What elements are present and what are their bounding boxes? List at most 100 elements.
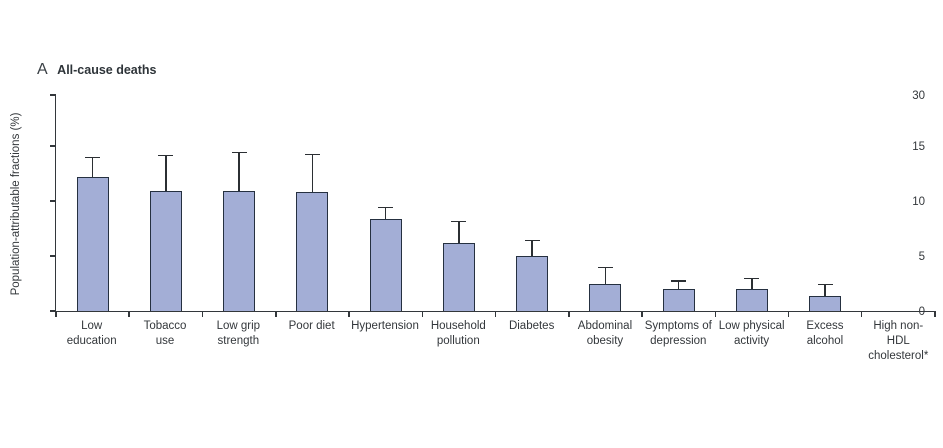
y-tick-mark — [49, 310, 56, 312]
error-bar-cap — [671, 280, 687, 282]
bar-cell-11 — [789, 96, 862, 311]
error-bar-cap — [744, 278, 760, 280]
category-label-line: cholesterol* — [868, 350, 929, 362]
x-tick-mark — [201, 311, 204, 317]
category-label-line: Low — [81, 320, 103, 332]
error-bar-cap — [378, 206, 394, 208]
category-label-6: Household pollution — [422, 319, 495, 364]
panel-title: A All-cause deaths — [37, 61, 157, 79]
y-tick-label: 5 — [918, 251, 925, 263]
category-label-8: Abdominal obesity — [568, 319, 641, 364]
category-label-line: Low physical — [718, 320, 785, 332]
error-bar-cap — [817, 283, 833, 285]
category-label-3: Low grip strength — [202, 319, 275, 364]
category-label-line: Poor diet — [288, 320, 335, 332]
bar-cell-3 — [203, 96, 276, 311]
bar — [296, 192, 329, 311]
category-label-line: activity — [734, 335, 770, 347]
category-label-line: use — [155, 335, 175, 347]
x-tick-mark — [934, 311, 936, 317]
y-tick-label: 0 — [918, 306, 925, 318]
category-label-line: Hypertension — [351, 320, 419, 332]
bar-cell-7 — [496, 96, 569, 311]
error-bar-cap — [231, 151, 247, 153]
x-tick-mark — [494, 311, 497, 317]
bar — [589, 283, 622, 311]
category-label-line: Low grip — [216, 320, 261, 332]
bar-series — [56, 96, 935, 311]
category-label-line: obesity — [586, 335, 624, 347]
error-bar-line — [384, 206, 387, 219]
category-label-line: Abdominal — [577, 320, 633, 332]
x-tick-mark — [568, 311, 570, 317]
category-label-7: Diabetes — [495, 319, 568, 364]
error-bar-line — [751, 278, 753, 289]
error-bar-line — [677, 280, 680, 289]
category-label-line: strength — [217, 335, 260, 347]
category-label-line: Diabetes — [508, 320, 555, 332]
plot-area: 0 5 10 15 30 — [49, 90, 936, 318]
error-bar-line — [91, 157, 94, 177]
category-label-10: Low physical activity — [715, 319, 788, 364]
bar — [442, 242, 475, 311]
error-bar-cap — [85, 157, 101, 159]
bar — [516, 256, 549, 311]
error-bar-cap — [158, 154, 174, 157]
y-tick-mark — [49, 255, 56, 257]
y-tick-mark — [49, 94, 56, 96]
bar — [735, 289, 768, 311]
bar-cell-9 — [642, 96, 715, 311]
error-bar-cap — [451, 220, 467, 223]
error-bar-line — [165, 154, 167, 192]
category-label-line: High non-HDL — [873, 320, 924, 347]
category-label-line: depression — [650, 335, 707, 347]
error-bar-line — [311, 153, 314, 193]
x-tick-mark — [421, 311, 423, 317]
bar — [809, 295, 842, 311]
y-tick-mark — [49, 145, 56, 147]
bar — [369, 218, 402, 311]
x-tick-mark — [348, 311, 350, 317]
category-label-12: High non-HDL cholesterol* — [862, 319, 935, 364]
category-label-line: alcohol — [806, 335, 844, 347]
x-tick-mark — [714, 311, 716, 317]
bar-cell-2 — [129, 96, 202, 311]
category-label-11: Excess alcohol — [788, 319, 861, 364]
error-bar-cap — [304, 153, 320, 156]
x-tick-mark — [860, 311, 863, 317]
bar — [662, 289, 695, 311]
y-tick-label: 30 — [912, 90, 925, 102]
category-label-line: Household — [430, 320, 486, 332]
y-tick-mark — [49, 200, 56, 202]
bar-cell-1 — [56, 96, 129, 311]
bar — [223, 191, 256, 311]
x-tick-mark — [641, 311, 643, 317]
category-label-2: Tobacco use — [128, 319, 201, 364]
x-tick-mark — [55, 311, 57, 317]
bar-cell-5 — [349, 96, 422, 311]
category-label-line: education — [66, 335, 117, 347]
bar-cell-6 — [422, 96, 495, 311]
panel-title-text: All-cause deaths — [57, 63, 157, 77]
x-tick-mark — [275, 311, 277, 317]
y-tick-label: 15 — [912, 141, 925, 153]
bar-cell-10 — [715, 96, 788, 311]
error-bar-cap — [524, 239, 540, 241]
error-bar-line — [458, 220, 460, 243]
category-label-5: Hypertension — [348, 319, 421, 364]
category-label-line: pollution — [436, 335, 480, 347]
error-bar-cap — [597, 267, 613, 269]
error-bar-line — [531, 239, 533, 256]
category-label-9: Symptoms of depression — [642, 319, 715, 364]
error-bar-line — [604, 267, 607, 284]
category-label-line: Excess — [806, 320, 844, 332]
y-tick-label: 10 — [912, 196, 925, 208]
y-axis-label: Population-attributable fractions (%) — [10, 112, 22, 296]
category-label-4: Poor diet — [275, 319, 348, 364]
bar — [149, 191, 182, 311]
bar — [76, 176, 109, 311]
bar-cell-4 — [276, 96, 349, 311]
panel-letter: A — [37, 61, 49, 78]
x-tick-mark — [128, 311, 130, 317]
